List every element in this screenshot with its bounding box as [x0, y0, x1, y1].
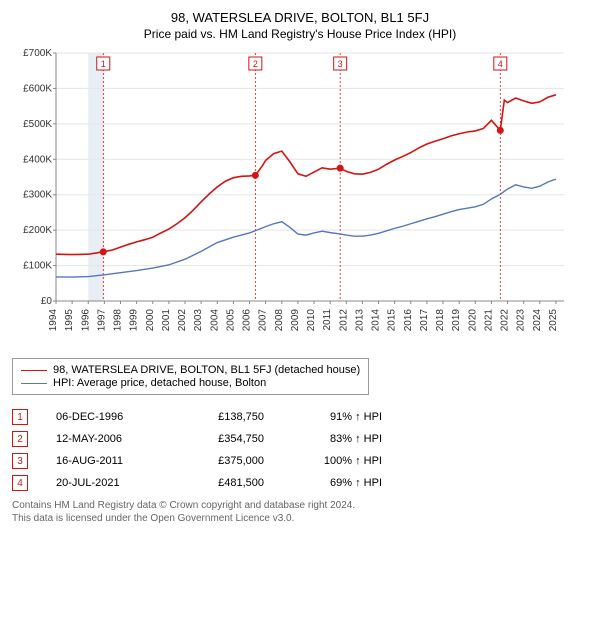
transaction-price: £138,750 — [184, 411, 264, 423]
svg-text:1994: 1994 — [48, 309, 59, 332]
svg-text:3: 3 — [338, 59, 343, 69]
transaction-price: £481,500 — [184, 477, 264, 489]
transaction-row: 1 06-DEC-1996 £138,750 91% ↑ HPI — [12, 409, 588, 425]
svg-text:2019: 2019 — [451, 309, 462, 332]
transaction-pct: 91% ↑ HPI — [292, 411, 382, 423]
svg-text:£600K: £600K — [23, 83, 52, 94]
svg-text:2015: 2015 — [387, 309, 398, 332]
svg-text:1: 1 — [101, 59, 106, 69]
svg-text:2008: 2008 — [274, 309, 285, 332]
legend-swatch-2 — [21, 383, 47, 384]
svg-text:2004: 2004 — [209, 309, 220, 332]
svg-text:1998: 1998 — [113, 309, 124, 332]
transaction-date: 12-MAY-2006 — [56, 433, 156, 445]
svg-text:2021: 2021 — [483, 309, 494, 332]
svg-text:£200K: £200K — [23, 225, 52, 236]
svg-text:2017: 2017 — [419, 309, 430, 332]
svg-text:2025: 2025 — [548, 309, 559, 332]
transaction-price: £354,750 — [184, 433, 264, 445]
legend-item-1: 98, WATERSLEA DRIVE, BOLTON, BL1 5FJ (de… — [21, 364, 360, 376]
transaction-row: 2 12-MAY-2006 £354,750 83% ↑ HPI — [12, 431, 588, 447]
footer-line-1: Contains HM Land Registry data © Crown c… — [12, 499, 588, 512]
transaction-date: 20-JUL-2021 — [56, 477, 156, 489]
transaction-marker: 1 — [12, 409, 28, 425]
svg-text:2012: 2012 — [338, 309, 349, 332]
svg-text:£700K: £700K — [23, 48, 52, 59]
legend-swatch-1 — [21, 370, 47, 371]
svg-text:2013: 2013 — [354, 309, 365, 332]
page-title: 98, WATERSLEA DRIVE, BOLTON, BL1 5FJ — [12, 10, 588, 25]
svg-text:2014: 2014 — [371, 309, 382, 332]
legend: 98, WATERSLEA DRIVE, BOLTON, BL1 5FJ (de… — [12, 358, 369, 395]
svg-text:£400K: £400K — [23, 154, 52, 165]
svg-text:1995: 1995 — [64, 309, 75, 332]
legend-item-2: HPI: Average price, detached house, Bolt… — [21, 377, 360, 389]
svg-text:2002: 2002 — [177, 309, 188, 332]
transaction-pct: 69% ↑ HPI — [292, 477, 382, 489]
transaction-row: 4 20-JUL-2021 £481,500 69% ↑ HPI — [12, 475, 588, 491]
transaction-pct: 83% ↑ HPI — [292, 433, 382, 445]
svg-text:2010: 2010 — [306, 309, 317, 332]
footer: Contains HM Land Registry data © Crown c… — [12, 499, 588, 525]
svg-text:£300K: £300K — [23, 190, 52, 201]
page-subtitle: Price paid vs. HM Land Registry's House … — [12, 27, 588, 41]
transaction-marker: 2 — [12, 431, 28, 447]
svg-text:4: 4 — [498, 59, 503, 69]
legend-label-1: 98, WATERSLEA DRIVE, BOLTON, BL1 5FJ (de… — [53, 364, 360, 376]
transaction-table: 1 06-DEC-1996 £138,750 91% ↑ HPI 2 12-MAY-200… — [12, 409, 588, 491]
chart-container: 98, WATERSLEA DRIVE, BOLTON, BL1 5FJ Pri… — [0, 0, 600, 535]
svg-text:1996: 1996 — [80, 309, 91, 332]
svg-text:2020: 2020 — [467, 309, 478, 332]
svg-text:£500K: £500K — [23, 119, 52, 130]
svg-text:2005: 2005 — [225, 309, 236, 332]
transaction-row: 3 16-AUG-2011 £375,000 100% ↑ HPI — [12, 453, 588, 469]
svg-text:2024: 2024 — [532, 309, 543, 332]
svg-text:2003: 2003 — [193, 309, 204, 332]
transaction-date: 16-AUG-2011 — [56, 455, 156, 467]
svg-text:2001: 2001 — [161, 309, 172, 332]
line-chart: £0 £100K £200K £300K £400K £500K £600K £700K 199… — [12, 47, 572, 347]
transaction-marker: 3 — [12, 453, 28, 469]
svg-text:2000: 2000 — [145, 309, 156, 332]
svg-text:2018: 2018 — [435, 309, 446, 332]
svg-text:2009: 2009 — [290, 309, 301, 332]
transaction-marker: 4 — [12, 475, 28, 491]
svg-text:2006: 2006 — [242, 309, 253, 332]
svg-text:2007: 2007 — [258, 309, 269, 332]
chart-area: £0 £100K £200K £300K £400K £500K £600K £700K 199… — [12, 47, 588, 352]
svg-text:1999: 1999 — [129, 309, 140, 332]
transaction-date: 06-DEC-1996 — [56, 411, 156, 423]
svg-text:2022: 2022 — [500, 309, 511, 332]
transaction-price: £375,000 — [184, 455, 264, 467]
transaction-pct: 100% ↑ HPI — [292, 455, 382, 467]
svg-text:2023: 2023 — [516, 309, 527, 332]
svg-text:2011: 2011 — [322, 309, 333, 331]
svg-text:2016: 2016 — [403, 309, 414, 332]
svg-text:£100K: £100K — [23, 261, 52, 272]
svg-text:1997: 1997 — [96, 309, 107, 332]
legend-label-2: HPI: Average price, detached house, Bolt… — [53, 377, 266, 389]
footer-line-2: This data is licensed under the Open Gov… — [12, 512, 588, 525]
svg-text:£0: £0 — [41, 296, 53, 307]
svg-text:2: 2 — [253, 59, 258, 69]
